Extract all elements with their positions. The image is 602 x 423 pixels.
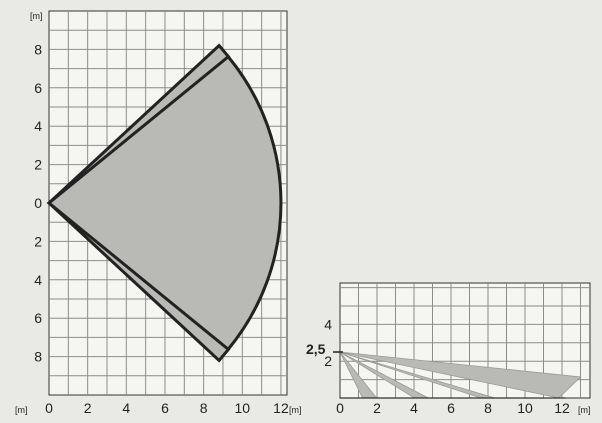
y-tick-label: 2 (34, 233, 42, 249)
y-tick-label: 4 (34, 118, 42, 134)
x-tick-label: 12 (273, 400, 289, 416)
x-tick-label: 0 (336, 400, 344, 416)
coverage-sector (46, 54, 283, 352)
x-tick-label: 10 (235, 400, 251, 416)
y-tick-label: 2 (324, 353, 332, 369)
x-tick-label: 6 (161, 400, 169, 416)
side-view-diagram: 2,5 [m] 0 2 4 6 8 10 12 42 (306, 282, 591, 416)
y-tick-label: 6 (34, 80, 42, 96)
top-view-coverage (46, 43, 283, 363)
top-view-y-ticks: 8 6 4 2 0 2 4 6 8 (34, 41, 42, 364)
x-tick-label: 4 (122, 400, 130, 416)
x-tick-label: 0 (45, 400, 53, 416)
detection-beam (339, 351, 582, 399)
y-tick-label: 6 (34, 310, 42, 326)
x-tick-label: 8 (484, 400, 492, 416)
side-view-x-ticks: 0 2 4 6 8 10 12 (336, 400, 570, 416)
top-view-origin-unit: [m] (15, 405, 28, 415)
y-tick-label: 2 (34, 157, 42, 173)
y-tick-label: 4 (324, 316, 332, 332)
top-view-x-ticks: 0 2 4 6 8 10 12 (45, 400, 289, 416)
side-view-x-unit: [m] (578, 405, 591, 415)
y-tick-label: 8 (34, 41, 42, 57)
y-tick-label: 0 (34, 195, 42, 211)
side-view-beams (339, 351, 582, 399)
x-tick-label: 10 (517, 400, 533, 416)
mount-height-label: 2,5 (306, 341, 326, 357)
side-view-y-ticks: 42 (324, 316, 332, 369)
x-tick-label: 2 (84, 400, 92, 416)
top-view-diagram: [m] [m] [m] 0 2 4 6 8 10 12 8 6 4 2 0 2 4 6 8 (15, 10, 302, 416)
top-view-y-unit: [m] (30, 11, 43, 21)
y-tick-label: 8 (34, 349, 42, 365)
x-tick-label: 4 (410, 400, 418, 416)
x-tick-label: 12 (554, 400, 570, 416)
x-tick-label: 8 (200, 400, 208, 416)
x-tick-label: 2 (373, 400, 381, 416)
top-view-x-unit: [m] (289, 405, 302, 415)
x-tick-label: 6 (447, 400, 455, 416)
y-tick-label: 4 (34, 272, 42, 288)
